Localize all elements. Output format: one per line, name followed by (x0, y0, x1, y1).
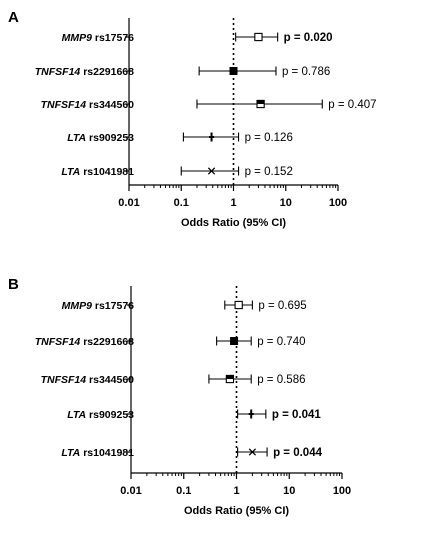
x-tick-label: 0.01 (118, 197, 139, 209)
p-value-label: p = 0.786 (282, 66, 330, 78)
x-tick-label: 0.01 (120, 485, 141, 497)
row-label: LTA rs909253 (67, 409, 134, 421)
point-estimate-filled-square (229, 67, 238, 75)
snp-id: rs17576 (95, 300, 134, 312)
snp-id: rs1041981 (83, 447, 134, 459)
gene-name: MMP9 (62, 300, 92, 312)
p-value-label: p = 0.044 (273, 447, 323, 459)
snp-id: rs344560 (89, 374, 134, 386)
row-label: TNFSF14 rs2291668 (35, 66, 134, 78)
x-tick-label: 100 (329, 197, 347, 209)
gene-name: TNFSF14 (41, 374, 87, 386)
p-value-label: p = 0.740 (257, 336, 305, 348)
row-label: TNFSF14 rs2291668 (35, 336, 134, 348)
p-value-label: p = 0.586 (257, 374, 305, 386)
point-estimate-half-fill (226, 375, 234, 379)
gene-name: MMP9 (62, 32, 92, 44)
panel-b: B 0.01 0.1 1 10 100 Odds Ratio (95% CI) MMP9 rs… (8, 276, 351, 517)
p-value-label: p = 0.695 (258, 300, 306, 312)
row-label: TNFSF14 rs344560 (41, 374, 135, 386)
p-value-label: p = 0.152 (245, 166, 293, 178)
x-tick-label: 1 (233, 485, 239, 497)
p-value-label: p = 0.020 (284, 32, 333, 44)
gene-name: TNFSF14 (41, 99, 87, 111)
panel-a: A 0.01 0.1 1 10 100 Odds Ratio (95% CI) MMP9 rs… (8, 9, 377, 229)
point-estimate-filled-square (230, 337, 239, 345)
snp-id: rs909253 (89, 132, 134, 144)
p-value-label: p = 0.041 (272, 409, 322, 421)
point-estimate-open-square (254, 32, 263, 42)
row-label: LTA rs909253 (67, 132, 134, 144)
panel-letter: B (8, 276, 19, 293)
snp-id: rs2291668 (83, 336, 134, 348)
gene-name: LTA (67, 132, 86, 144)
gene-name: LTA (61, 447, 80, 459)
x-tick-label: 10 (283, 485, 295, 497)
row-label: LTA rs1041981 (61, 447, 134, 459)
row-label: MMP9 rs17576 (62, 32, 135, 44)
x-axis-title: Odds Ratio (95% CI) (181, 217, 286, 229)
point-estimate-cross (248, 448, 257, 456)
point-estimate-cross (207, 167, 216, 175)
gene-name: LTA (67, 409, 86, 421)
p-value-label: p = 0.407 (328, 99, 376, 111)
row-label: MMP9 rs17576 (62, 300, 135, 312)
snp-id: rs1041981 (83, 166, 134, 178)
p-value-label: p = 0.126 (245, 132, 293, 144)
x-axis-title: Odds Ratio (95% CI) (184, 505, 289, 517)
snp-id: rs909253 (89, 409, 134, 421)
gene-name: LTA (61, 166, 80, 178)
snp-id: rs344560 (89, 99, 134, 111)
snp-id: rs2291668 (83, 66, 134, 78)
x-tick-label: 1 (230, 197, 236, 209)
row-label: LTA rs1041981 (61, 166, 134, 178)
point-estimate-half-fill (256, 100, 265, 104)
x-tick-label: 10 (280, 197, 292, 209)
row-label: TNFSF14 rs344560 (41, 99, 135, 111)
gene-name: TNFSF14 (35, 66, 81, 78)
point-estimate-open-square (234, 300, 243, 310)
x-tick-label: 100 (333, 485, 351, 497)
panel-letter: A (8, 9, 19, 26)
gene-name: TNFSF14 (35, 336, 81, 348)
snp-id: rs17576 (95, 32, 134, 44)
x-tick-label: 0.1 (174, 197, 189, 209)
x-tick-label: 0.1 (176, 485, 191, 497)
